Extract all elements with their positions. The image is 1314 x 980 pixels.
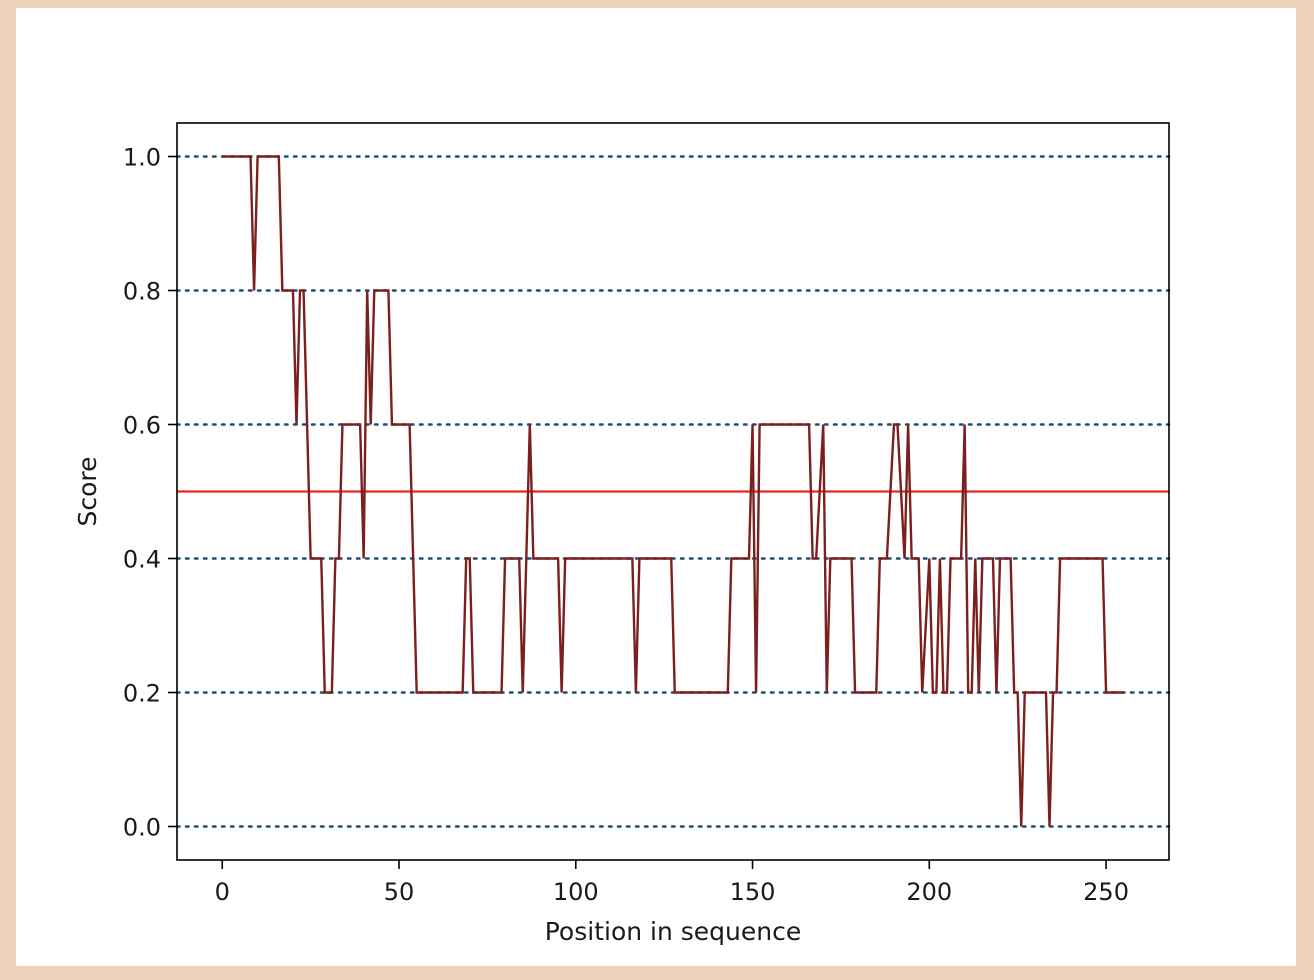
x-tick-label-3: 150 [730, 878, 776, 906]
y-tick-label-2: 0.4 [123, 546, 161, 574]
y-tick-label-0: 0.0 [123, 814, 161, 842]
y-axis-label: Score [73, 456, 102, 526]
x-tick-label-2: 100 [553, 878, 599, 906]
y-tick-label-5: 1.0 [123, 144, 161, 172]
x-axis-ticks: 0 50 100 150 200 250 [215, 860, 1129, 906]
y-axis-ticks: 0.0 0.2 0.4 0.6 0.8 1.0 [123, 144, 177, 842]
series-line [222, 155, 1124, 827]
x-tick-label-5: 250 [1083, 878, 1129, 906]
y-tick-label-3: 0.6 [123, 412, 161, 440]
x-tick-label-0: 0 [215, 878, 230, 906]
x-tick-label-4: 200 [906, 878, 952, 906]
y-tick-label-4: 0.8 [123, 278, 161, 306]
y-tick-label-1: 0.2 [123, 680, 161, 708]
axes-frame [176, 122, 1170, 861]
figure: 0 50 100 150 200 250 0.0 0.2 0.4 0.6 0.8 1.0 Posit… [16, 8, 1296, 966]
x-tick-label-1: 50 [384, 878, 415, 906]
x-axis-label: Position in sequence [545, 917, 802, 946]
score-line-chart: 0 50 100 150 200 250 0.0 0.2 0.4 0.6 0.8 1.0 Posit… [73, 122, 1171, 946]
